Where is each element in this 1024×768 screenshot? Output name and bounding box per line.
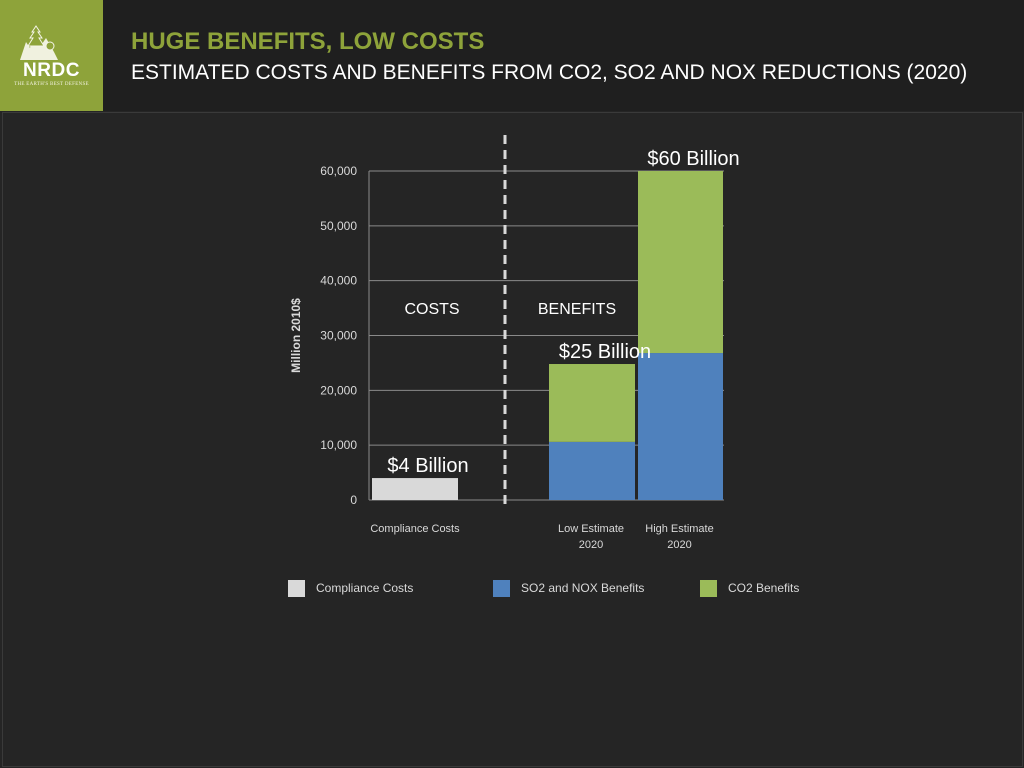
content-frame [2, 112, 1023, 767]
nrdc-logo: NRDC THE EARTH'S BEST DEFENSE [0, 0, 103, 111]
x-category-label: 2020 [667, 539, 691, 551]
mountain-tree-logo-icon [20, 25, 58, 60]
y-axis-title: Million 2010$ [289, 298, 303, 373]
legend-label-so2-nox: SO2 and NOX Benefits [521, 581, 645, 595]
bar-total-annotation: $4 Billion [387, 455, 468, 477]
legend-swatch-so2-nox [493, 580, 510, 597]
x-category-label: Compliance Costs [370, 523, 460, 535]
legend-swatch-compliance [288, 580, 305, 597]
bar-1-series-1 [549, 441, 635, 500]
y-tick-label: 0 [350, 493, 357, 507]
legend-swatch-co2 [700, 580, 717, 597]
bar-0-series-0 [372, 478, 458, 500]
logo-tagline: THE EARTH'S BEST DEFENSE [14, 82, 89, 87]
page-title: HUGE BENEFITS, LOW COSTS [131, 28, 485, 55]
slide-header: NRDC THE EARTH'S BEST DEFENSE HUGE BENEF… [0, 0, 1024, 111]
y-tick-label: 50,000 [320, 219, 357, 233]
x-category-label: Low Estimate [558, 523, 624, 535]
region-label: BENEFITS [538, 301, 616, 318]
y-tick-label: 20,000 [320, 383, 357, 397]
bar-1-series-2 [549, 364, 635, 442]
bar-2-series-2 [638, 171, 723, 354]
y-tick-label: 30,000 [320, 329, 357, 343]
logo-wordmark: NRDC [23, 60, 80, 81]
legend-label-compliance: Compliance Costs [316, 581, 414, 595]
x-category-label: 2020 [579, 539, 603, 551]
x-category-label: High Estimate [645, 523, 713, 535]
legend-label-co2: CO2 Benefits [728, 581, 800, 595]
bar-2-series-1 [638, 353, 723, 500]
bar-total-annotation: $60 Billion [647, 148, 739, 170]
region-label: COSTS [404, 301, 459, 318]
y-tick-label: 10,000 [320, 438, 357, 452]
bar-total-annotation: $25 Billion [559, 341, 651, 363]
y-tick-label: 40,000 [320, 274, 357, 288]
y-tick-label: 60,000 [320, 164, 357, 178]
page-subtitle: ESTIMATED COSTS AND BENEFITS FROM CO2, S… [131, 61, 968, 84]
